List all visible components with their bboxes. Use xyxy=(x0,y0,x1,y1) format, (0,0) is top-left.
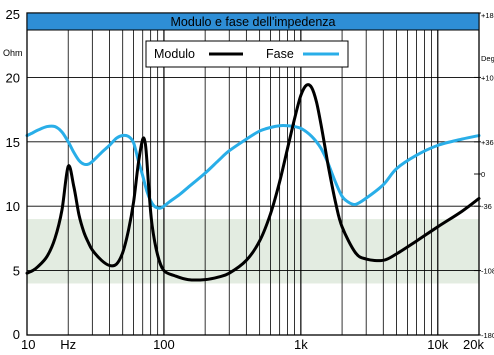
x-tick-label: 100 xyxy=(153,337,175,352)
right-tick-label: -108 xyxy=(481,267,494,276)
x-tick-label: 1k xyxy=(294,337,308,352)
title-box xyxy=(26,12,480,31)
series-line-modulo xyxy=(25,83,481,282)
grid-lines xyxy=(27,12,481,336)
chart-title: Modulo e fase dell'impedenza xyxy=(171,15,336,29)
left-tick-label: 25 xyxy=(6,7,20,22)
right-tick-label: -36 xyxy=(481,202,492,211)
left-tick-label: 0 xyxy=(13,327,20,342)
right-tick-label: +180 xyxy=(481,11,494,20)
legend-label-fase: Fase xyxy=(266,47,294,61)
left-axis-unit: Ohm xyxy=(3,48,23,58)
x-tick-label: 20k xyxy=(463,337,484,352)
legend: Modulo Fase xyxy=(145,40,349,68)
right-tick-label: -180 xyxy=(481,331,494,340)
tick-labels: 0 5 10 15 20 25 +180 +108 +36 0 -36 -108 -180 10 Hz 100… xyxy=(6,7,494,352)
x-tick-label: 10 xyxy=(21,337,35,352)
x-tick-label: 10k xyxy=(427,337,448,352)
left-tick-label: 5 xyxy=(13,264,20,279)
right-tick-label: +36 xyxy=(481,138,494,147)
right-tick-label: +108 xyxy=(481,73,494,82)
series-lines xyxy=(25,83,481,282)
legend-label-modulo: Modulo xyxy=(154,47,195,61)
left-tick-label: 10 xyxy=(6,199,20,214)
left-tick-label: 20 xyxy=(6,70,20,85)
right-tick-label: 0 xyxy=(481,170,485,179)
series-line-fase xyxy=(25,124,481,210)
x-tick-label: Hz xyxy=(60,337,76,352)
right-axis-unit: Deg xyxy=(481,54,494,63)
left-tick-label: 15 xyxy=(6,135,20,150)
